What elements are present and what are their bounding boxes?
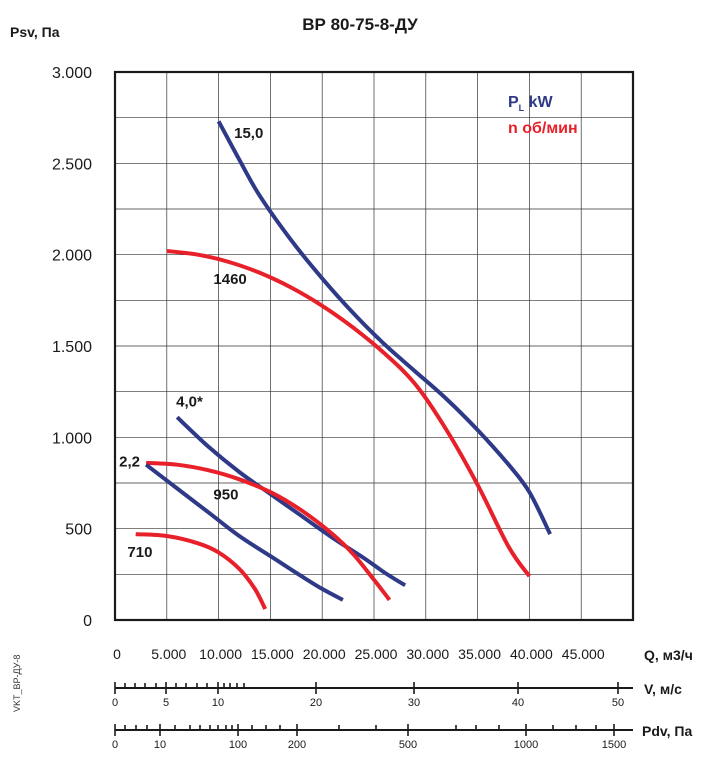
speed-curve-1460	[166, 249, 532, 578]
curve-label: 2,2	[119, 454, 140, 471]
speed-curve-710	[135, 532, 267, 610]
secondary-axes: 0 5 10 20 30 40 50 V, м/с 0 10 100 200 500 1000 1500 Pd…	[112, 681, 693, 751]
secondary-tick-label: 1000	[514, 739, 538, 751]
x-tick-label: 20.000	[303, 646, 346, 662]
y-axis-label: Psv, Па	[10, 24, 60, 40]
y-tick-label: 1.500	[52, 339, 92, 356]
y-tick-label: 500	[65, 522, 92, 539]
chart-title: ВР 80-75-8-ДУ	[302, 15, 418, 34]
y-tick-label: 2.000	[52, 248, 92, 265]
plot-frame	[113, 70, 635, 622]
secondary-tick-label: 40	[512, 697, 524, 709]
curve-label: 950	[213, 486, 238, 503]
x-tick-label: 5.000	[151, 646, 186, 662]
x-tick-label: 10.000	[199, 646, 242, 662]
secondary-tick-label: 0	[112, 697, 118, 709]
legend-power-sub: L	[519, 103, 525, 113]
legend-power: PL kW	[508, 94, 554, 113]
x-tick-label: 25.000	[355, 646, 398, 662]
secondary-tick-label: 5	[163, 697, 169, 709]
secondary-axis-dynamic-pressure: 0 10 100 200 500 1000 1500 Pdv, Па	[112, 723, 693, 751]
secondary-axis-velocity: 0 5 10 20 30 40 50 V, м/с	[112, 681, 682, 709]
secondary-axis-label: V, м/с	[644, 681, 682, 697]
power-curve-4-0	[175, 415, 407, 588]
secondary-tick-label: 30	[408, 697, 420, 709]
x-axis-label: Q, м3/ч	[644, 647, 693, 663]
x-tick-label: 40.000	[510, 646, 553, 662]
secondary-tick-label: 50	[612, 697, 624, 709]
power-curve-2-2	[144, 463, 344, 602]
x-tick-label: 35.000	[458, 646, 501, 662]
curve-label: 4,0*	[176, 393, 203, 410]
secondary-tick-label: 10	[154, 739, 166, 751]
y-tick-label: 0	[83, 613, 92, 630]
secondary-tick-label: 500	[399, 739, 417, 751]
secondary-tick-label: 0	[112, 739, 118, 751]
power-curve-15-0	[216, 120, 552, 535]
speed-curve-950	[145, 460, 392, 602]
x-tick-label: 15.000	[251, 646, 294, 662]
side-label: VKT_ВР-ДУ-8	[12, 655, 22, 712]
curve-label: 15,0	[234, 125, 263, 142]
y-tick-label: 3.000	[52, 65, 92, 82]
legend-power-main: P	[508, 94, 519, 111]
secondary-tick-label: 10	[212, 697, 224, 709]
y-tick-label: 1.000	[52, 430, 92, 447]
x-tick-label: 30.000	[406, 646, 449, 662]
secondary-tick-label: 20	[310, 697, 322, 709]
legend-speed: n об/мин	[508, 120, 578, 137]
secondary-tick-label: 200	[288, 739, 306, 751]
x-tick-label: 45.000	[562, 646, 605, 662]
y-tick-label: 2.500	[52, 156, 92, 173]
secondary-tick-label: 1500	[602, 739, 626, 751]
secondary-tick-label: 100	[229, 739, 247, 751]
legend-power-rest: kW	[524, 94, 553, 111]
curve-label: 710	[127, 544, 152, 561]
x-tick-label: 0	[113, 646, 121, 662]
secondary-axis-label: Pdv, Па	[642, 723, 692, 739]
curve-label: 1460	[213, 271, 246, 288]
plot-area: 0 500 1.000 1.500 2.000 2.500 3.000 0 5.000 10.00…	[52, 65, 693, 663]
